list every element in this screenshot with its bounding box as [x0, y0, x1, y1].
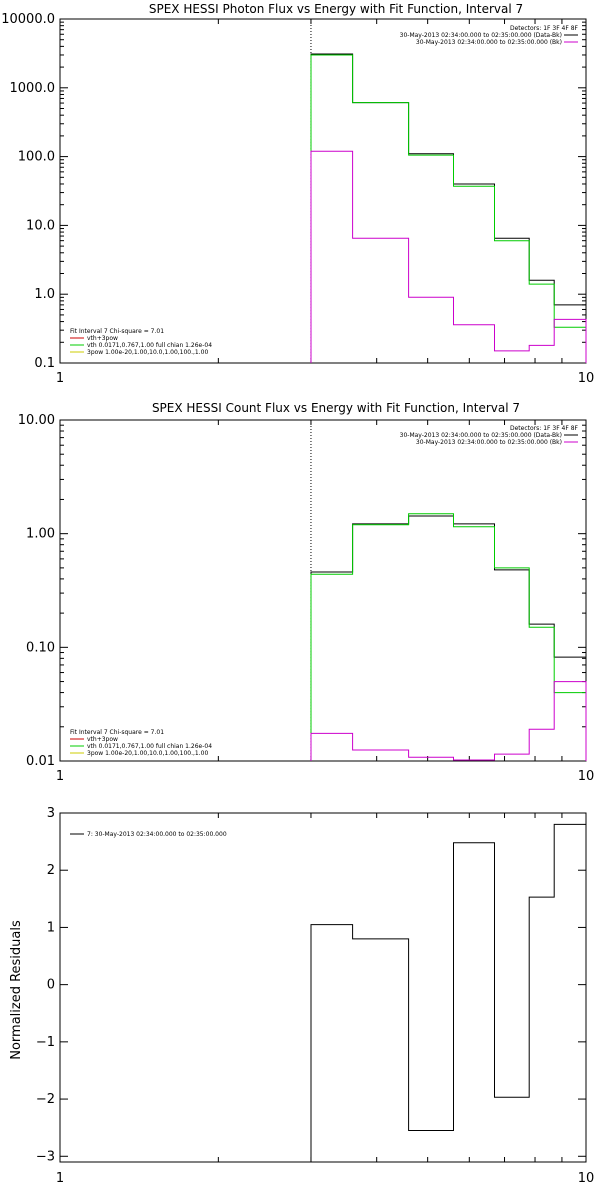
y-tick-label: −2 [36, 1092, 55, 1107]
residuals-axes [59, 812, 587, 1163]
legend-fit-header: Fit Interval 7 Chi-square = 7.01 [70, 729, 164, 736]
x-tick-label: 1 [56, 371, 64, 386]
legend-entry-vth: vth 0.0171,0.767,1.00 full chian 1.26e-0… [87, 743, 212, 750]
x-tick-label: 10 [578, 769, 595, 784]
y-tick-label: 1.0 [34, 287, 55, 302]
count-flux-axes [59, 419, 587, 762]
count-flux-panel: SPEX HESSI Count Flux vs Energy with Fit… [18, 401, 594, 784]
legend-entry-data-bk: 30-May-2013 02:34:00.000 to 02:35:00.000… [400, 32, 562, 39]
y-tick-label: 1.00 [26, 527, 55, 542]
photon-flux-title: SPEX HESSI Photon Flux vs Energy with Fi… [149, 2, 523, 16]
legend-entry-3pow: 3pow 1.00e-20,1.00,10.0,1.00,100.,1.00 [87, 750, 208, 757]
legend-header: Detectors: 1F 3F 4F 8F [510, 425, 579, 432]
x-tick-label: 1 [56, 1171, 64, 1186]
y-tick-label: 1 [47, 920, 55, 935]
x-tick-label: 1 [56, 769, 64, 784]
count-flux-series [310, 420, 587, 761]
y-tick-label: 0.1 [34, 356, 55, 371]
y-tick-label: 0 [47, 978, 55, 993]
legend-header: Detectors: 1F 3F 4F 8F [510, 25, 579, 32]
legend-entry-vth: vth 0.0171,0.767,1.00 full chian 1.26e-0… [87, 342, 212, 349]
residuals-x-ticks: 1 10 [56, 813, 594, 1186]
photon-flux-y-ticks: 0.1 1.0 10.0 100.0 1000.0 10000.0 [1, 12, 586, 371]
x-tick-label: 10 [578, 371, 595, 386]
y-tick-label: 10000.0 [1, 12, 55, 27]
count-flux-title: SPEX HESSI Count Flux vs Energy with Fit… [152, 401, 520, 415]
y-tick-label: 3 [47, 806, 55, 821]
residuals-y-ticks: −3 −2 −1 0 1 2 3 [36, 806, 586, 1164]
series-step-line [310, 513, 587, 761]
legend-entry-bk: 30-May-2013 02:34:00.000 to 02:35:00.000… [416, 39, 562, 46]
photon-flux-panel: SPEX HESSI Photon Flux vs Energy with Fi… [1, 2, 594, 386]
y-tick-label: 2 [47, 863, 55, 878]
photon-flux-legend-bottom-left: Fit Interval 7 Chi-square = 7.01 vth+3po… [70, 328, 212, 356]
y-tick-label: 10.00 [18, 413, 55, 428]
residuals-series [310, 823, 587, 1162]
y-tick-label: 0.10 [26, 640, 55, 655]
residuals-y-axis-label: Normalized Residuals [9, 920, 24, 1060]
y-tick-label: 0.01 [26, 754, 55, 769]
count-flux-legend-bottom-left: Fit Interval 7 Chi-square = 7.01 vth+3po… [70, 729, 212, 757]
photon-flux-legend-top-right: Detectors: 1F 3F 4F 8F 30-May-2013 02:34… [400, 25, 579, 46]
series-step-line [310, 823, 587, 1162]
series-step-line [310, 681, 587, 761]
count-flux-y-ticks: 0.01 0.10 1.00 10.00 [18, 413, 586, 769]
y-tick-label: −1 [36, 1035, 55, 1050]
photon-flux-x-ticks: 1 10 [56, 19, 594, 386]
photon-flux-series [310, 19, 587, 363]
series-step-line [310, 150, 587, 363]
legend-entry-3pow: 3pow 1.00e-20,1.00,10.0,1.00,100.,1.00 [87, 349, 208, 356]
legend-entry-data-bk: 30-May-2013 02:34:00.000 to 02:35:00.000… [400, 432, 562, 439]
legend-entry-interval: 7: 30-May-2013 02:34:00.000 to 02:35:00.… [87, 831, 227, 838]
legend-entry-bk: 30-May-2013 02:34:00.000 to 02:35:00.000… [416, 439, 562, 446]
legend-entry-vth-3pow: vth+3pow [87, 335, 118, 342]
legend-entry-vth-3pow: vth+3pow [87, 736, 118, 743]
y-tick-label: 1000.0 [10, 81, 56, 96]
series-step-line [310, 54, 587, 363]
photon-flux-axes [59, 18, 587, 364]
y-tick-label: 100.0 [18, 150, 55, 165]
x-tick-label: 10 [578, 1171, 595, 1186]
count-flux-legend-top-right: Detectors: 1F 3F 4F 8F 30-May-2013 02:34… [400, 425, 579, 446]
y-tick-label: 10.0 [26, 218, 55, 233]
residuals-legend: 7: 30-May-2013 02:34:00.000 to 02:35:00.… [70, 831, 227, 838]
residuals-panel: −3 −2 −1 0 1 2 3 1 10 Normalized Residuals 7: … [9, 806, 594, 1186]
y-tick-label: −3 [36, 1149, 55, 1164]
legend-fit-header: Fit Interval 7 Chi-square = 7.01 [70, 328, 164, 335]
